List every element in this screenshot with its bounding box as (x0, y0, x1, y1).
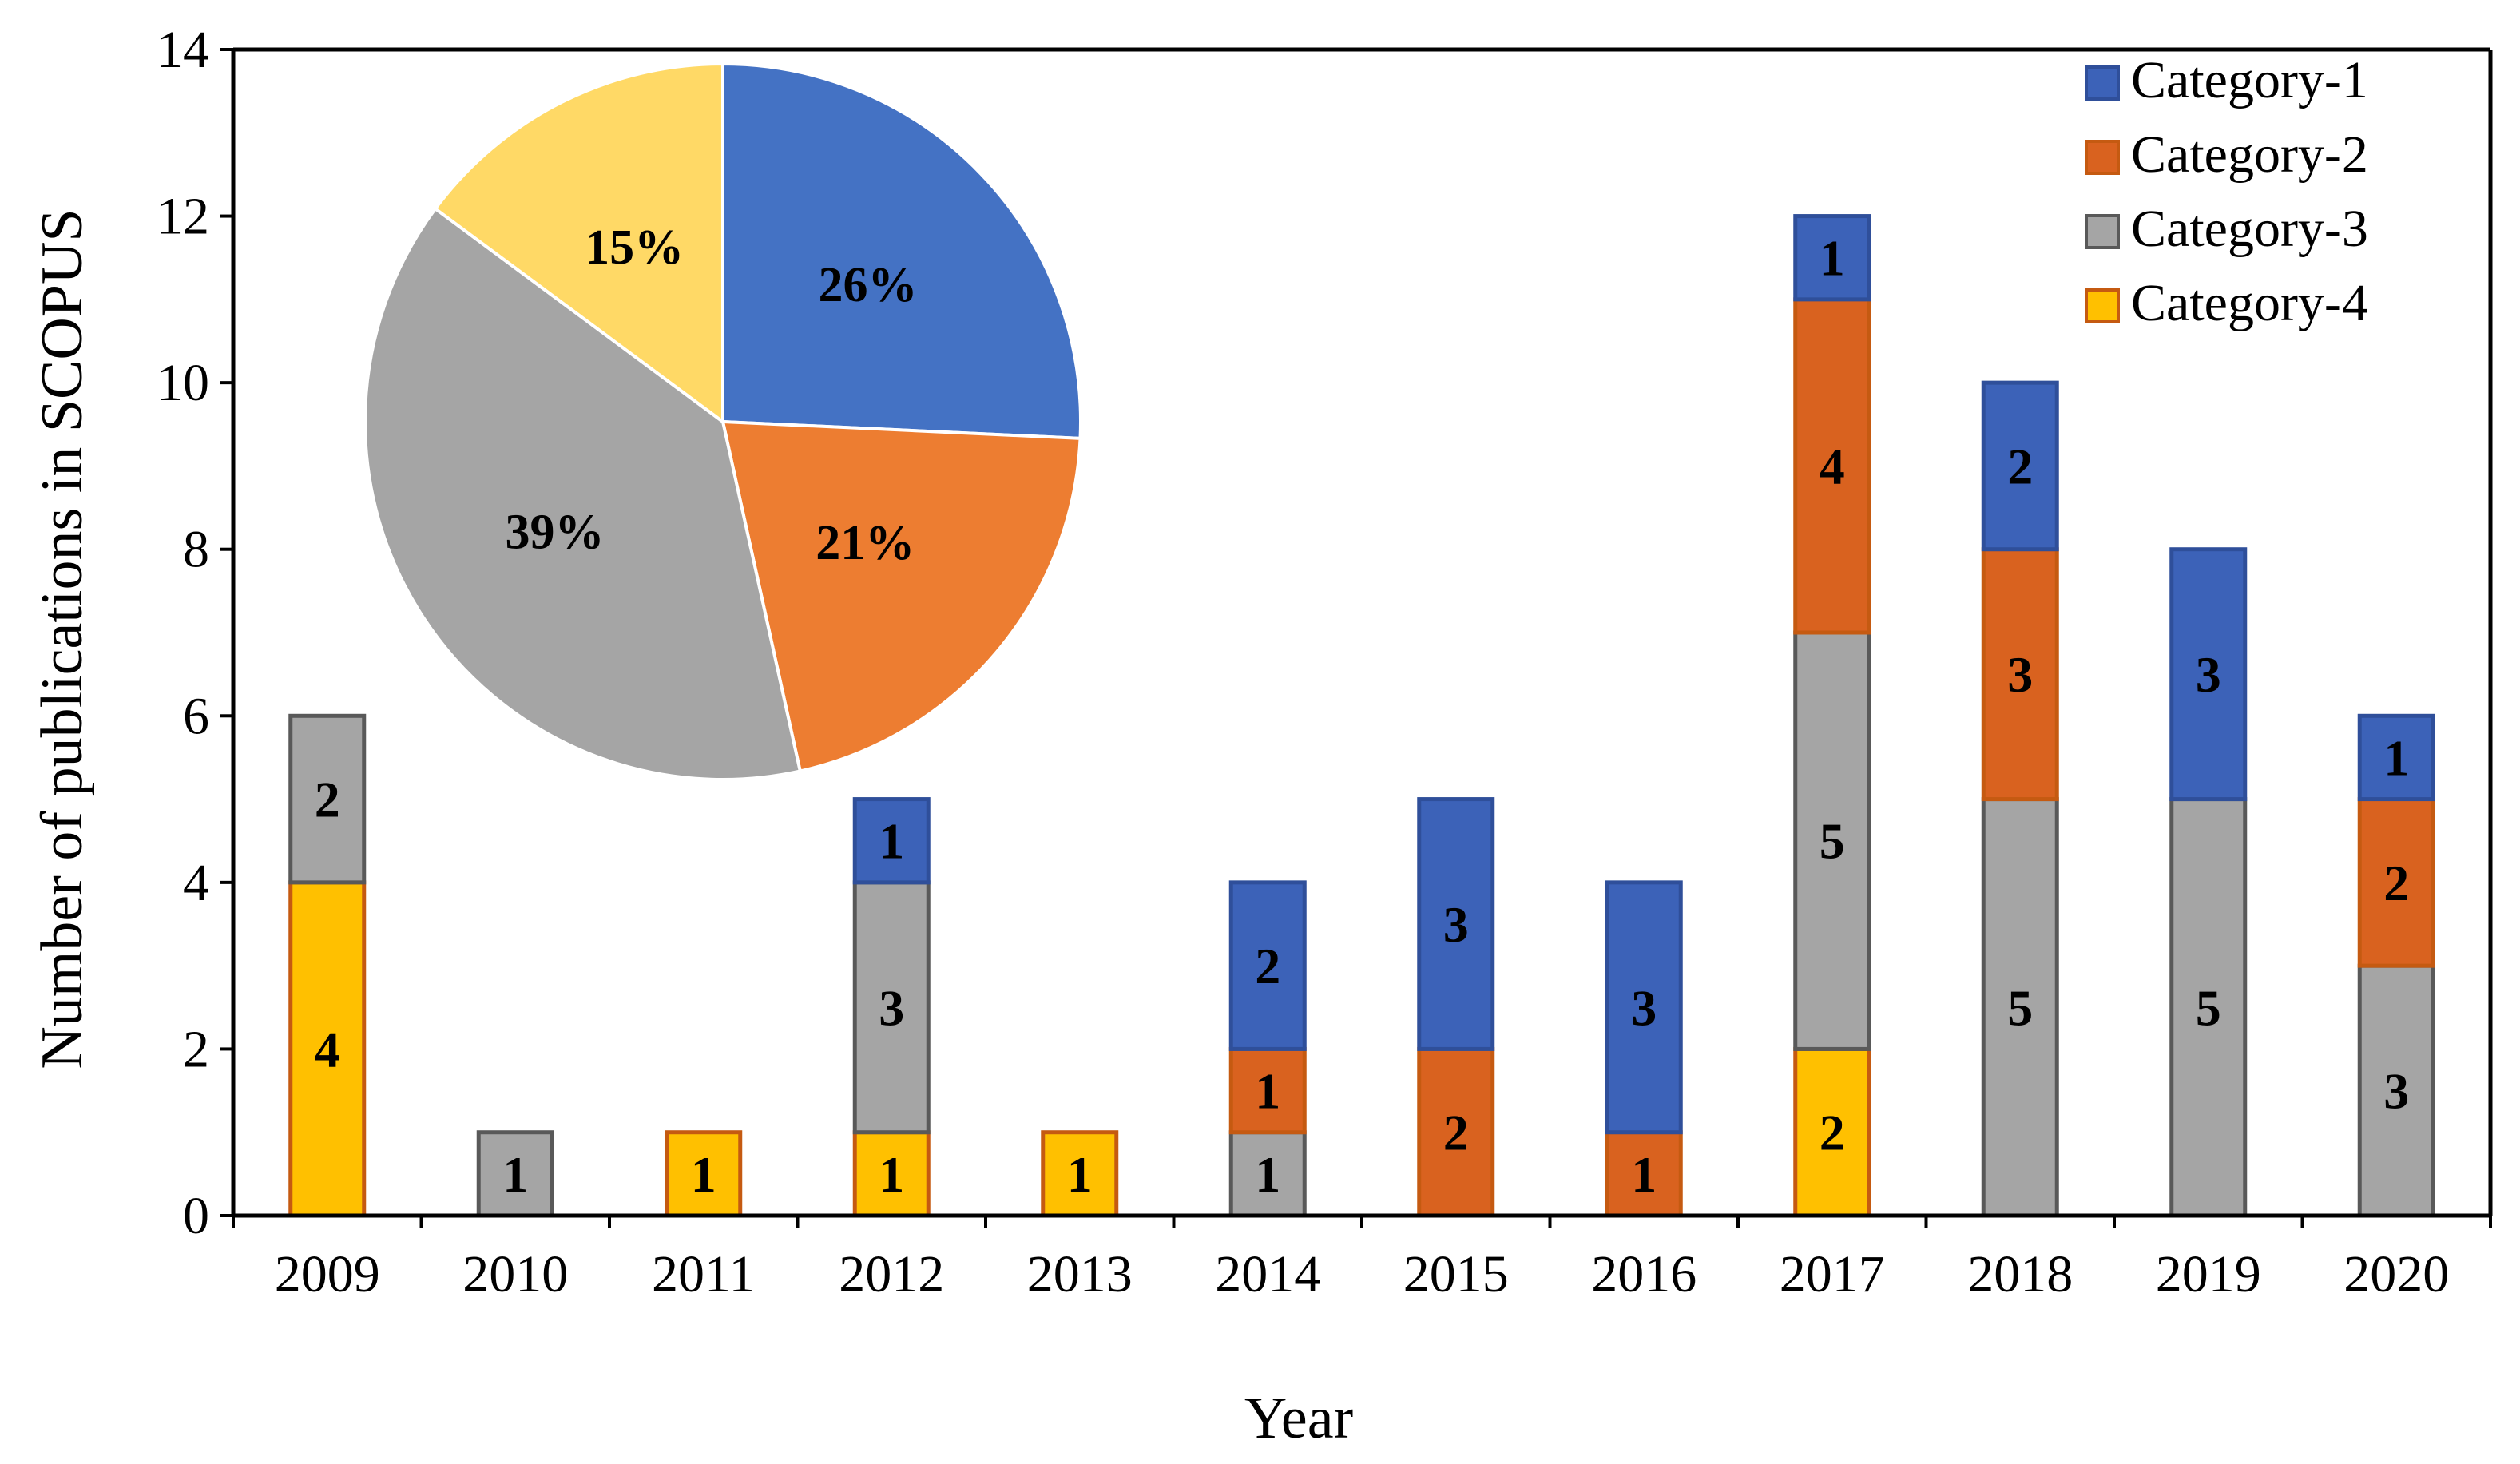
y-axis-title: Number of publications in SCOPUS (30, 208, 95, 1069)
y-tick-label: 8 (183, 521, 209, 579)
bar-segment (1417, 1046, 1495, 1218)
y-tick-label: 10 (157, 354, 209, 412)
y-tick-label: 4 (183, 854, 209, 912)
bar-segment (852, 797, 931, 885)
bar-segment (852, 880, 931, 1135)
legend-swatch (2085, 140, 2120, 175)
bar-segment (2357, 713, 2435, 802)
x-tick-label: 2011 (652, 1245, 756, 1303)
bar-value-label: 1 (1255, 1063, 1280, 1120)
x-tick-label: 2019 (2156, 1245, 2261, 1303)
bar-segment (1228, 880, 1307, 1051)
y-tick-label: 2 (183, 1020, 209, 1078)
bar-value-label: 2 (1443, 1105, 1469, 1161)
pie-slice-label: 21% (816, 516, 915, 570)
bar-value-label: 1 (879, 813, 904, 870)
y-tick-label: 6 (183, 687, 209, 745)
bar-value-label: 2 (1820, 1105, 1845, 1161)
pie-slice (363, 206, 803, 781)
bar-segment (1417, 797, 1495, 1051)
bar-value-label: 3 (2196, 646, 2221, 703)
bar-segment (2357, 797, 2435, 968)
x-tick-label: 2010 (462, 1245, 568, 1303)
bar-value-label: 4 (1820, 438, 1845, 494)
bar-segment (1605, 880, 1683, 1135)
x-tick-label: 2014 (1215, 1245, 1320, 1303)
bar-value-label: 5 (1820, 813, 1845, 870)
legend-label: Category-4 (2131, 274, 2368, 332)
bar-segment (1793, 214, 1871, 302)
legend-swatch (2085, 65, 2120, 101)
bar-value-label: 3 (1631, 979, 1657, 1036)
pie-slice (433, 61, 724, 425)
bar-value-label: 3 (2383, 1063, 2409, 1120)
x-tick-label: 2017 (1780, 1245, 1885, 1303)
bar-value-label: 3 (2007, 646, 2033, 703)
bar-value-label: 1 (1631, 1146, 1657, 1203)
pie-slice (720, 419, 1082, 773)
bar-value-label: 2 (2007, 438, 2033, 494)
bar-value-label: 3 (879, 979, 904, 1036)
legend-swatch (2085, 214, 2120, 249)
pie-slice-label: 15% (585, 220, 684, 275)
bar-segment (1981, 380, 2059, 552)
x-tick-label: 2016 (1591, 1245, 1697, 1303)
x-axis-title: Year (1244, 1386, 1353, 1451)
legend-label: Category-2 (2131, 125, 2368, 184)
bar-value-label: 1 (1255, 1146, 1280, 1203)
x-tick-label: 2018 (1967, 1245, 2073, 1303)
bar-segment (1228, 1046, 1307, 1135)
pie-slice-label: 26% (818, 258, 917, 312)
bar-value-label: 1 (502, 1146, 528, 1203)
bar-value-label: 5 (2007, 979, 2033, 1036)
x-tick-label: 2009 (275, 1245, 380, 1303)
x-tick-label: 2015 (1403, 1245, 1509, 1303)
y-tick-label: 14 (157, 21, 209, 79)
bar-value-label: 3 (1443, 896, 1469, 953)
bar-value-label: 1 (1820, 230, 1845, 287)
legend: Category-1 Category-2 Category-3 Category-4 (2085, 51, 2368, 332)
bar-value-label: 1 (691, 1146, 716, 1203)
legend-label: Category-1 (2131, 51, 2368, 109)
pie-layer: 26% 21% 39% 15% (363, 61, 1082, 781)
y-tick-label: 0 (183, 1187, 209, 1245)
bar-value-label: 1 (2383, 729, 2409, 786)
y-ticks: 0 2 4 6 8 10 12 14 (157, 21, 233, 1245)
bar-value-label: 4 (315, 1021, 340, 1077)
x-ticks: 2009 2010 2011 2012 2013 2014 2015 2016 2017 2018… (232, 1216, 2492, 1303)
bar-value-label: 2 (1255, 938, 1280, 994)
bar-value-label: 1 (879, 1146, 904, 1203)
pie-slice (721, 61, 1082, 440)
bar-value-label: 2 (315, 772, 340, 828)
bar-value-label: 1 (1067, 1146, 1093, 1203)
x-tick-label: 2012 (839, 1245, 944, 1303)
bar-segment (288, 880, 367, 1218)
legend-label: Category-3 (2131, 200, 2368, 258)
pie-slice-label: 39% (506, 506, 605, 560)
bar-segment (288, 713, 367, 885)
bar-value-label: 5 (2196, 979, 2221, 1036)
bar-value-label: 2 (2383, 855, 2409, 911)
legend-swatch (2085, 288, 2120, 323)
bar-segment (476, 1130, 554, 1218)
x-tick-label: 2020 (2343, 1245, 2449, 1303)
bar-segment (1793, 1046, 1871, 1218)
x-tick-label: 2013 (1027, 1245, 1133, 1303)
y-tick-label: 12 (157, 188, 209, 246)
bar-segment (2169, 547, 2248, 802)
bars-layer: 4 2 1 1 1 3 1 1 1 1 2 2 3 1 3 2 5 4 1 5 3 2 5 3 3 2 1 (288, 214, 2435, 1218)
bar-segment (1228, 1130, 1307, 1218)
